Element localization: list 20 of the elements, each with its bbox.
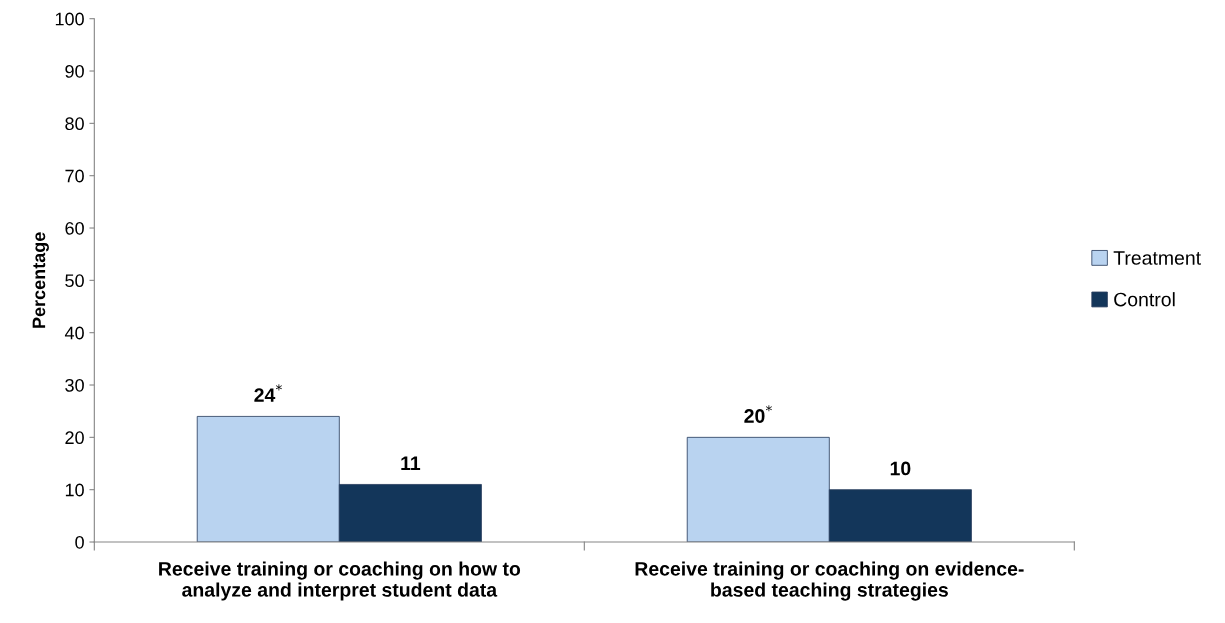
y-tick-label: 40 xyxy=(64,326,84,340)
y-tick-label: 90 xyxy=(65,64,84,78)
data-label: 20$^{*}$ xyxy=(744,405,772,423)
y-tick-label: 0 xyxy=(75,535,84,549)
y-tick-label: 20 xyxy=(65,431,84,445)
data-label: 11 xyxy=(401,456,421,470)
y-tick-label: 70 xyxy=(65,169,84,183)
y-tick-label: 100 xyxy=(55,12,84,26)
y-axis-title: Percentage xyxy=(32,232,49,328)
legend-label: Control xyxy=(1114,292,1175,307)
y-tick-label: 30 xyxy=(65,378,84,392)
x-tick-label: Receive training or coaching on how to analyze and interpret student data xyxy=(159,561,521,601)
legend-label: Treatment xyxy=(1113,251,1201,265)
y-tick-label: 50 xyxy=(65,274,84,288)
y-tick-label: 10 xyxy=(65,483,84,497)
y-tick-label: 60 xyxy=(65,221,84,235)
x-tick-label: Receive training or coaching on evidence- based teaching strategies xyxy=(635,561,1024,601)
data-label: 24$^{*}$ xyxy=(254,384,282,402)
y-tick-label: 80 xyxy=(65,117,84,131)
data-label: 10 xyxy=(890,461,911,476)
